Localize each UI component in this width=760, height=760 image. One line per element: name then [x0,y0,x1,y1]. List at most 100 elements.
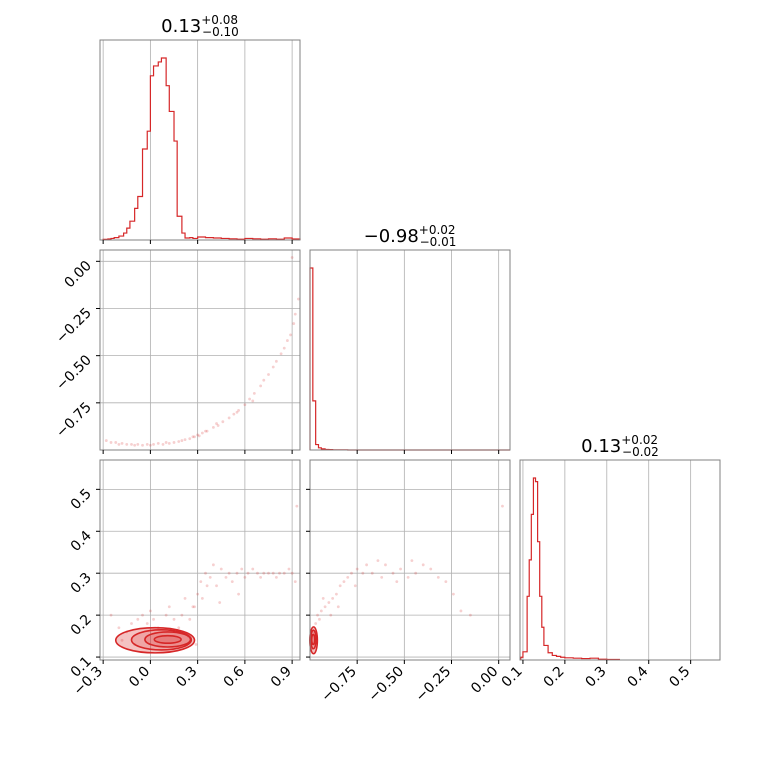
scatter-point [243,403,247,407]
scatter-point [199,580,203,583]
scatter-point [318,617,321,621]
scatter-point [200,596,204,600]
y-tick-label: 0.2 [68,612,95,639]
scatter-point [316,613,319,617]
x-tick-label: 0.1 [499,664,526,691]
scatter-point [208,576,212,579]
scatter-point [256,571,259,575]
scatter-point [262,378,266,382]
scatter-point [342,580,346,583]
scatter-point [200,431,204,435]
scatter-point [120,441,124,445]
scatter-point [219,567,223,571]
scatter-point [205,584,209,588]
scatter-point [196,433,200,437]
panel-title: 0.13+0.08 −0.10 [161,13,239,39]
panel-title: 0.13+0.02 −0.02 [581,433,659,459]
scatter-point [297,297,300,301]
scatter-point [262,571,266,575]
scatter-point [194,643,198,646]
x-tick-label: 0.9 [268,664,295,691]
histogram-step [102,57,301,241]
x-tick-label: 0.3 [173,664,200,691]
scatter-point [218,601,222,604]
scatter-point [193,435,196,439]
frames-layer [96,39,721,664]
scatter-point [451,592,455,596]
scatter-point [410,559,414,563]
x-tick-label: 0.6 [221,663,248,690]
panel-frame [99,249,301,451]
scatter-point [321,596,325,600]
scatter-point [274,359,278,363]
title-plus: +0.08 [201,13,238,27]
scatter-point [355,567,359,571]
scatter-point [436,576,440,579]
panel-frame [309,459,511,661]
scatter-point [243,576,247,579]
scatter-point [204,429,207,433]
scatter-point [323,605,327,609]
scatter-point [251,399,255,403]
x-tick-label: 0.3 [583,664,610,691]
scatter-point [117,626,121,630]
x-tick-label: 0.2 [541,664,568,691]
scatter-point [380,576,384,579]
scatter-point [177,440,181,443]
scatter-point [141,613,144,617]
contour-level [310,633,316,646]
scatter-point [109,613,113,617]
scatter-point [350,571,353,575]
scatter-point [335,592,338,596]
scatter-point [161,442,165,446]
title-minus: −0.10 [202,25,239,39]
scatter-point [227,571,231,575]
title-minus: −0.01 [420,235,457,249]
scatter-point [215,422,218,425]
scatter-point [501,504,504,508]
y-tick-label: 0.4 [68,528,95,555]
scatter-point [267,571,270,575]
panel-frame [99,39,301,241]
scatter-point [188,437,192,441]
scatter-point [286,339,289,342]
scatter-point [370,571,374,575]
scatter-point [211,425,215,429]
scatter-point [172,617,176,621]
scatter-point [319,609,323,613]
scatter-point [164,441,168,444]
scatter-point [109,441,113,444]
scatter-point [191,435,195,439]
x-tick-label: −0.25 [413,664,455,706]
scatter-point [193,605,196,609]
title-median: 0.13 [161,16,201,37]
y-tick-label: 0.3 [68,570,95,597]
scatter-point [274,576,278,579]
contour-level [130,629,193,651]
scatter-point [232,412,236,416]
scatter-point [271,571,275,575]
scatter-point [251,567,255,571]
scatter-point [227,416,231,420]
scatter-point [180,613,184,617]
scatter-point [191,605,195,609]
x-tick-label: 0.4 [624,663,651,690]
scatter-point [152,442,155,446]
scatter-point [459,609,463,613]
contour-level [309,629,317,650]
scatter-point [336,605,340,609]
y-tick-label: −0.75 [53,399,95,441]
marks-layer [102,57,620,661]
scatter-point [230,580,234,583]
scatter-point [235,571,239,575]
scatter-point [104,439,108,442]
grid-layer [100,40,692,660]
panel-title: −0.98+0.02 −0.01 [364,223,457,249]
text-layer: 0.13+0.08 −0.10 −0.98+0.02 −0.01 0.13+0.02 −0… [53,13,693,705]
scatter-point [216,424,220,427]
scatter-point [282,346,286,350]
scatter-point [271,365,275,369]
scatter-point [136,617,140,621]
scatter-point [444,580,448,583]
scatter-point [279,352,283,356]
